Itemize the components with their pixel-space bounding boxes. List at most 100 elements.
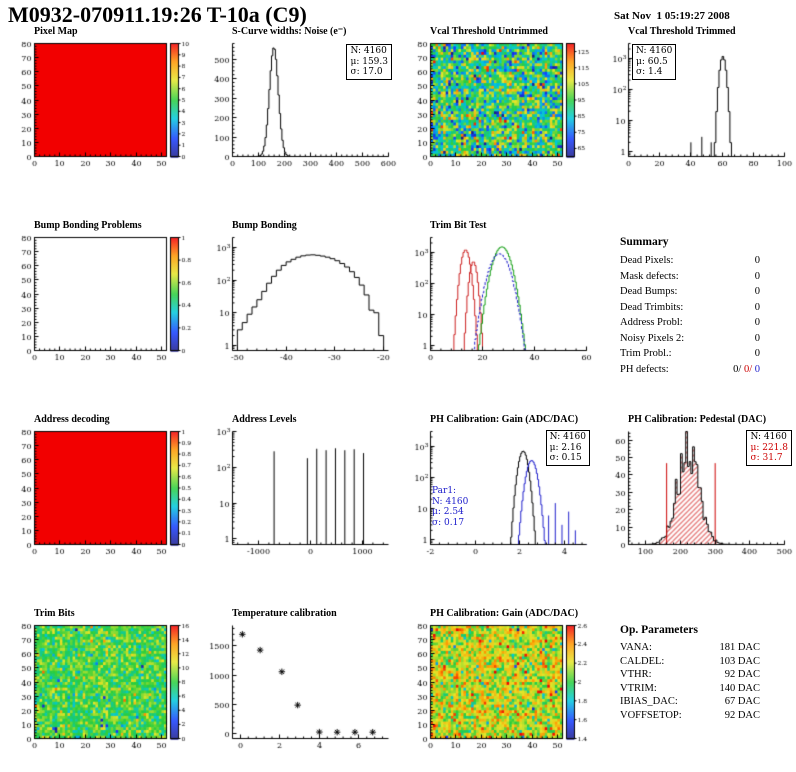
address-levels-canvas — [206, 426, 398, 564]
summary-row: Trim Probl.: 0 — [620, 346, 760, 362]
plot-bump-bonding-problems: Bump Bonding Problems — [8, 220, 206, 390]
stats-box: N: 4160 μ: 2.16 σ: 0.15 — [545, 430, 590, 466]
param-row: VTHR: 92 DAC — [620, 668, 760, 682]
trim-bits-canvas — [8, 620, 200, 758]
plot-title: Trim Bit Test — [430, 220, 487, 231]
plot-temperature-calibration: Temperature calibration — [206, 608, 404, 772]
row-value: 0 — [754, 348, 760, 359]
par1-entries: N: 4160 — [432, 496, 469, 507]
row-value: 0 — [754, 317, 760, 328]
param-row: VOFFSETOP: 92 DAC — [620, 709, 760, 723]
param-row: CALDEL: 103 DAC — [620, 655, 760, 669]
op-parameters-title: Op. Parameters — [620, 624, 698, 636]
vcal-trimmed-canvas — [602, 38, 794, 176]
plot-title: Temperature calibration — [232, 608, 337, 619]
summary-panel: Summary Dead Pixels: 0 Mask defects: 0 Dea… — [602, 220, 796, 390]
stats-sigma: σ: 1.4 — [636, 67, 663, 77]
plot-pixel-map: Pixel Map — [8, 26, 206, 196]
row-label: CALDEL: — [620, 655, 665, 667]
row-label: Dead Bumps: — [620, 286, 678, 297]
row-label: Dead Trimbits: — [620, 301, 684, 313]
stats-entries: N: 4160 — [549, 432, 586, 442]
plot-scurve-noise: S-Curve widths: Noise (e⁻) N: 4160 μ: 15… — [206, 26, 404, 196]
row-value: 67 DAC — [724, 696, 760, 707]
stats-entries: N: 4160 — [750, 432, 787, 442]
stats-entries: N: 4160 — [636, 46, 673, 56]
row-label: VANA: — [620, 642, 652, 653]
plot-title: PH Calibration: Gain (ADC/DAC) — [430, 608, 579, 619]
plot-ph-pedestal: PH Calibration: Pedestal (DAC) N: 4160 μ… — [602, 414, 796, 584]
plot-title: Trim Bits — [34, 608, 75, 619]
plot-address-decoding: Address decoding — [8, 414, 206, 584]
row-label: Mask defects: — [620, 270, 679, 282]
stats-mean: μ: 159.3 — [350, 56, 388, 67]
ph-total: 0/ — [733, 363, 742, 375]
summary-row: Dead Bumps: 0 — [620, 284, 760, 300]
row-label: Trim Probl.: — [620, 348, 672, 359]
plot-ph-gain-map: PH Calibration: Gain (ADC/DAC) — [404, 608, 602, 772]
plot-title: Bump Bonding Problems — [34, 220, 142, 231]
plot-title: Bump Bonding — [232, 220, 297, 231]
plot-title: S-Curve widths: Noise (e⁻) — [232, 26, 347, 37]
plot-trim-bits: Trim Bits — [8, 608, 206, 772]
plot-title: Vcal Threshold Trimmed — [628, 26, 736, 37]
row-label: Address Probl: — [620, 317, 683, 328]
row-value: 0/ 0/ 0 — [733, 362, 760, 378]
row-value: 181 DAC — [719, 642, 760, 653]
summary-row-ph: PH defects: 0/ 0/ 0 — [620, 362, 760, 378]
plot-title: Address decoding — [34, 414, 110, 425]
plot-ph-gain-hist: PH Calibration: Gain (ADC/DAC) N: 4160 μ… — [404, 414, 602, 584]
row-label: PH defects: — [620, 363, 669, 375]
summary-title: Summary — [620, 236, 669, 248]
plot-title: Pixel Map — [34, 26, 78, 37]
op-parameters: Op. Parameters VANA: 181 DAC CALDEL: 103 D… — [620, 624, 760, 722]
row-label: Noisy Pixels 2: — [620, 332, 685, 344]
address-decoding-canvas — [8, 426, 200, 564]
row-value: 0 — [754, 301, 760, 313]
param-row: VTRIM: 140 DAC — [620, 682, 760, 696]
bump-bonding-canvas — [206, 232, 398, 370]
trim-bit-test-canvas — [404, 232, 596, 370]
par1-label: Par1: — [432, 486, 457, 496]
stats-sigma: σ: 0.15 — [549, 453, 582, 463]
ph-blue: 0 — [752, 363, 760, 375]
plot-title: Vcal Threshold Untrimmed — [430, 26, 548, 37]
plot-bump-bonding: Bump Bonding — [206, 220, 404, 390]
stats-box: N: 4160 μ: 159.3 σ: 17.0 — [346, 44, 392, 80]
par1-stats: Par1: N: 4160 μ: 2.54 σ: 0.17 — [432, 486, 468, 528]
row-value: 0 — [754, 255, 760, 266]
row-label: VTHR: — [620, 669, 652, 680]
par1-sigma: σ: 0.17 — [432, 517, 465, 528]
summary: Summary Dead Pixels: 0 Mask defects: 0 Dea… — [620, 236, 760, 377]
plot-trim-bit-test: Trim Bit Test — [404, 220, 602, 390]
param-row: IBIAS_DAC: 67 DAC — [620, 695, 760, 709]
stats-mean: μ: 2.16 — [549, 442, 582, 453]
row-value: 103 DAC — [719, 655, 760, 667]
summary-row: Address Probl: 0 — [620, 315, 760, 331]
row-label: Dead Pixels: — [620, 255, 674, 266]
pixel-map-canvas — [8, 38, 200, 176]
summary-row: Dead Pixels: 0 — [620, 253, 760, 269]
bump-bonding-problems-canvas — [8, 232, 200, 370]
ph-red: 0/ — [741, 363, 753, 375]
stats-sigma: σ: 17.0 — [350, 67, 383, 77]
row-value: 140 DAC — [719, 682, 760, 694]
plot-address-levels: Address Levels — [206, 414, 404, 584]
stats-entries: N: 4160 — [350, 46, 387, 56]
plot-title: PH Calibration: Gain (ADC/DAC) — [430, 414, 579, 425]
stats-mean: μ: 221.8 — [750, 442, 788, 453]
vcal-untrimmed-canvas — [404, 38, 596, 176]
summary-row: Dead Trimbits: 0 — [620, 300, 760, 316]
op-parameters-panel: Op. Parameters VANA: 181 DAC CALDEL: 103 D… — [602, 608, 796, 772]
stats-box: N: 4160 μ: 60.5 σ: 1.4 — [632, 44, 677, 80]
plot-title: PH Calibration: Pedestal (DAC) — [628, 414, 767, 425]
row-value: 92 DAC — [724, 709, 760, 721]
summary-row: Noisy Pixels 2: 0 — [620, 331, 760, 347]
row-value: 0 — [754, 332, 760, 344]
summary-row: Mask defects: 0 — [620, 269, 760, 285]
plot-vcal-untrimmed: Vcal Threshold Untrimmed — [404, 26, 602, 196]
param-row: VANA: 181 DAC — [620, 641, 760, 655]
stats-box: N: 4160 μ: 221.8 σ: 31.7 — [746, 430, 792, 466]
row-label: VTRIM: — [620, 682, 657, 694]
